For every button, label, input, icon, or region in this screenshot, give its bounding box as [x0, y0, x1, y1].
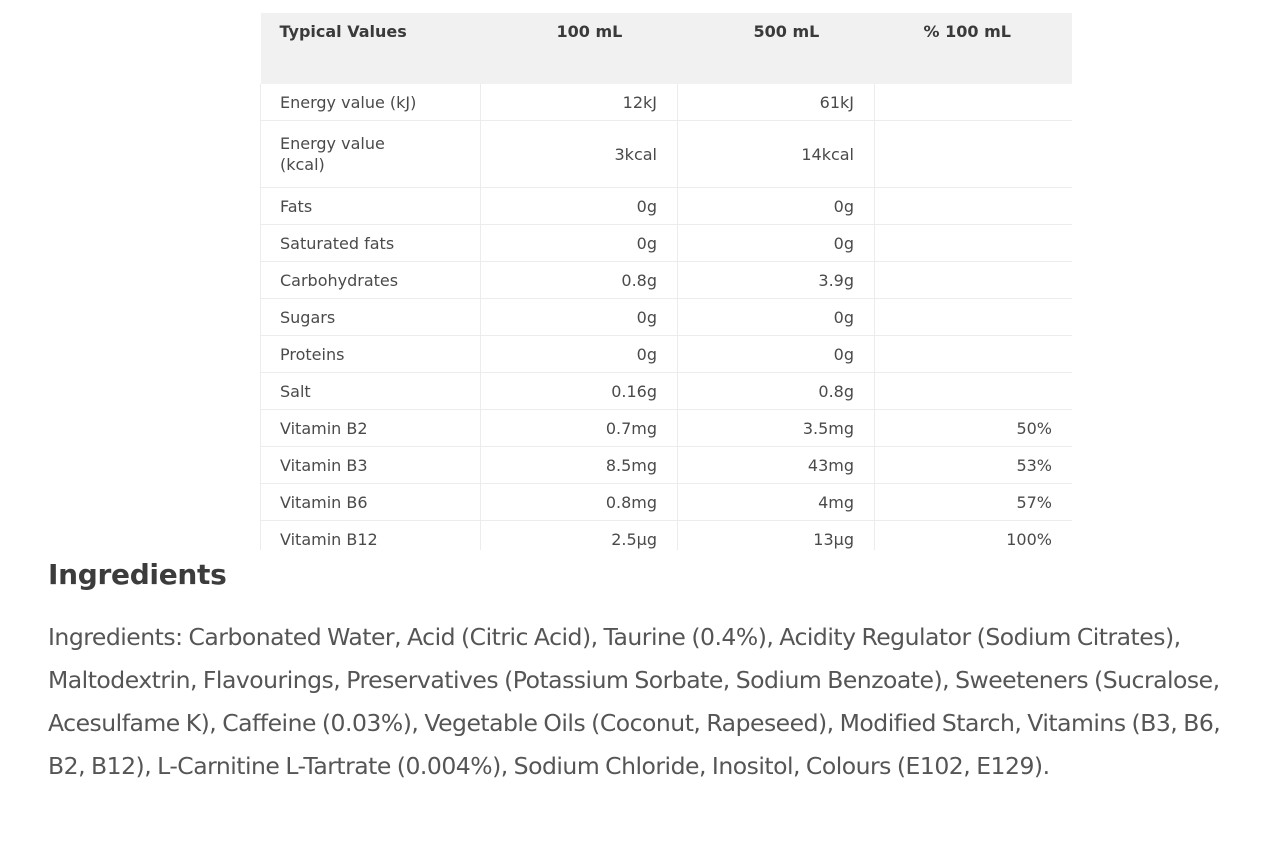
value-100ml: 0.8mg [480, 483, 678, 521]
header-typical-values: Typical Values [260, 13, 481, 84]
value-500ml: 61kJ [677, 84, 875, 121]
value-percent: 53% [874, 446, 1072, 484]
value-100ml: 0.16g [480, 372, 678, 410]
nutrient-name: Energy value (kJ) [260, 84, 481, 121]
value-500ml: 3.9g [677, 261, 875, 299]
nutrient-name: Vitamin B6 [260, 483, 481, 521]
value-100ml: 0g [480, 335, 678, 373]
nutrition-table-container[interactable]: Typical Values 100 mL 500 mL % 100 mL En… [260, 13, 1072, 550]
header-row: Typical Values 100 mL 500 mL % 100 mL [260, 13, 1072, 84]
nutrient-name: Proteins [260, 335, 481, 373]
value-500ml: 0g [677, 187, 875, 225]
nutrition-table-body: Energy value (kJ) 12kJ 61kJ Energy value… [260, 84, 1072, 550]
value-500ml: 13µg [677, 520, 875, 550]
table-row: Salt 0.16g 0.8g [260, 372, 1072, 410]
table-row: Energy value (kJ) 12kJ 61kJ [260, 84, 1072, 121]
value-percent [874, 224, 1072, 262]
value-500ml: 0.8g [677, 372, 875, 410]
value-percent: 100% [874, 520, 1072, 550]
value-percent [874, 120, 1072, 188]
value-500ml: 14kcal [677, 120, 875, 188]
table-row: Carbohydrates 0.8g 3.9g [260, 261, 1072, 299]
table-row: Sugars 0g 0g [260, 298, 1072, 336]
value-100ml: 0g [480, 224, 678, 262]
value-500ml: 0g [677, 224, 875, 262]
value-500ml: 4mg [677, 483, 875, 521]
value-100ml: 0.7mg [480, 409, 678, 447]
nutrient-name: Carbohydrates [260, 261, 481, 299]
nutrient-name: Fats [260, 187, 481, 225]
header-100ml: 100 mL [480, 13, 678, 84]
value-100ml: 3kcal [480, 120, 678, 188]
value-percent [874, 372, 1072, 410]
header-500ml: 500 mL [677, 13, 875, 84]
nutrient-name: Energy value (kcal) [260, 120, 481, 188]
value-100ml: 0g [480, 298, 678, 336]
table-row: Saturated fats 0g 0g [260, 224, 1072, 262]
value-percent: 57% [874, 483, 1072, 521]
value-100ml: 12kJ [480, 84, 678, 121]
table-row: Vitamin B2 0.7mg 3.5mg 50% [260, 409, 1072, 447]
value-percent: 50% [874, 409, 1072, 447]
ingredients-text: Ingredients: Carbonated Water, Acid (Cit… [48, 623, 1221, 780]
nutrient-name: Vitamin B3 [260, 446, 481, 484]
table-row: Proteins 0g 0g [260, 335, 1072, 373]
value-500ml: 43mg [677, 446, 875, 484]
value-percent [874, 187, 1072, 225]
table-row: Vitamin B3 8.5mg 43mg 53% [260, 446, 1072, 484]
value-percent [874, 298, 1072, 336]
table-row: Energy value (kcal) 3kcal 14kcal [260, 120, 1072, 188]
nutrition-table-header: Typical Values 100 mL 500 mL % 100 mL [260, 13, 1072, 84]
value-500ml: 0g [677, 335, 875, 373]
nutrient-name: Sugars [260, 298, 481, 336]
table-row: Vitamin B6 0.8mg 4mg 57% [260, 483, 1072, 521]
nutrient-name: Vitamin B2 [260, 409, 481, 447]
value-percent [874, 84, 1072, 121]
table-row: Vitamin B12 2.5µg 13µg 100% [260, 520, 1072, 550]
nutrient-name: Saturated fats [260, 224, 481, 262]
header-percent-100ml: % 100 mL [874, 13, 1072, 84]
value-100ml: 8.5mg [480, 446, 678, 484]
value-100ml: 2.5µg [480, 520, 678, 550]
value-percent [874, 335, 1072, 373]
nutrient-name: Vitamin B12 [260, 520, 481, 550]
value-100ml: 0.8g [480, 261, 678, 299]
nutrition-table: Typical Values 100 mL 500 mL % 100 mL En… [260, 13, 1072, 550]
value-500ml: 0g [677, 298, 875, 336]
table-row: Fats 0g 0g [260, 187, 1072, 225]
value-500ml: 3.5mg [677, 409, 875, 447]
nutrient-name: Salt [260, 372, 481, 410]
value-percent [874, 261, 1072, 299]
value-100ml: 0g [480, 187, 678, 225]
ingredients-heading: Ingredients [48, 558, 227, 591]
